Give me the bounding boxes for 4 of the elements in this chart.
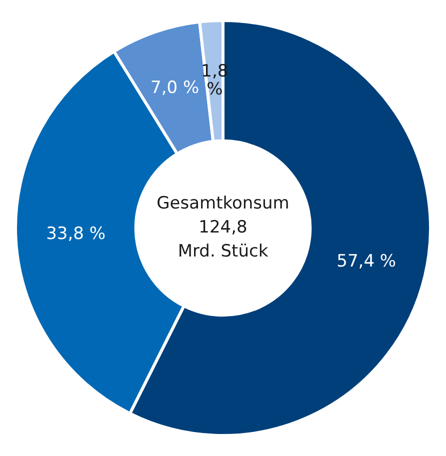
- text: Gesamtkonsum 124,8 Mrd. Stück: [156, 193, 290, 262]
- data-label: 7,0 %: [150, 78, 200, 98]
- data-label: 57,4 %: [336, 251, 396, 272]
- data-label: 33,8 %: [46, 224, 106, 244]
